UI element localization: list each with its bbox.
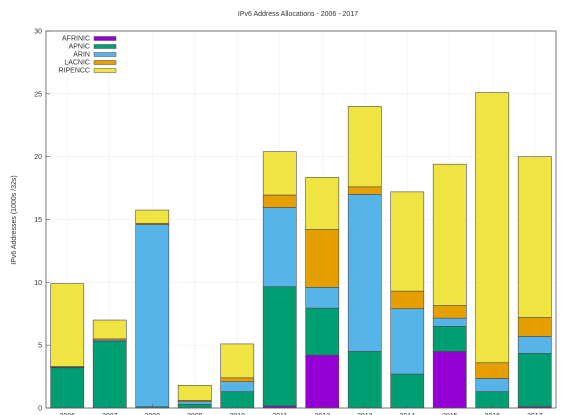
plot-border [45,30,557,409]
legend-swatch-arin [93,52,117,57]
bar-segment-apnic-2015 [432,326,467,352]
bar-segment-apnic-2011 [262,286,297,407]
legend-swatch-apnic [93,44,117,49]
bar-segment-arin-2014 [390,308,425,375]
x-tick-label: 2011 [272,413,287,415]
bar-segment-apnic-2012 [305,307,340,356]
bar-segment-arin-2012 [305,287,340,309]
bar-segment-lacnic-2013 [347,186,382,195]
bar-segment-ripencc-2015 [432,163,467,306]
bar-segment-lacnic-2017 [517,317,552,337]
bar-segment-arin-2010 [220,381,255,392]
bar-segment-ripencc-2007 [92,319,127,340]
bar-segment-arin-2011 [262,207,297,288]
chart-title: IPv6 Address Allocations - 2006 - 2017 [238,11,358,18]
bar-segment-arin-2017 [517,336,552,354]
bar-layer [50,92,552,409]
bar-segment-ripencc-2014 [390,191,425,292]
bar-segment-ripencc-2017 [517,156,552,318]
legend-swatch-afrinic [93,36,117,41]
x-tick-label: 2016 [484,413,500,415]
y-axis-label: IPv6 Addresses (1000s /32s) [11,175,18,265]
bar-segment-apnic-2013 [347,351,382,409]
y-tick-label: 10 [34,280,42,287]
y-tick-label: 30 [34,29,42,36]
legend-swatch-lacnic [93,60,117,65]
legend-label-lacnic: LACNIC [64,60,90,67]
y-tick-label: 0 [38,406,42,413]
bar-segment-lacnic-2011 [262,194,297,208]
x-tick-label: 2014 [399,413,415,415]
x-tick-label: 2008 [144,413,160,415]
x-tick-label: 2009 [187,413,203,415]
bar-segment-ripencc-2013 [347,106,382,188]
bar-segment-lacnic-2010 [220,377,255,382]
bar-segment-afrinic-2012 [305,354,340,409]
bar-segment-ripencc-2006 [50,283,85,367]
bar-segment-ripencc-2016 [475,92,510,364]
x-tick-label: 2015 [442,413,458,415]
legend-swatch-ripencc [93,68,117,73]
bar-segment-ripencc-2010 [220,343,255,379]
y-tick-label: 5 [38,343,42,350]
bar-segment-apnic-2007 [92,341,127,409]
bar-segment-arin-2013 [347,194,382,352]
bar-segment-lacnic-2016 [475,362,510,379]
axis-layer: 0 5 10 15 20 25 30 2006 2007 2008 2009 2010 2011 2012… [34,29,557,415]
x-tick-label: 2013 [357,413,373,415]
x-tick-label: 2017 [527,413,543,415]
bar-segment-apnic-2006 [50,367,85,409]
bar-segment-arin-2016 [475,378,510,392]
bar-segment-arin-2008 [135,224,170,408]
bar-segment-lacnic-2014 [390,290,425,310]
bar-segment-lacnic-2012 [305,229,340,288]
x-tick-label: 2007 [102,413,118,415]
x-tick-label: 2006 [59,413,75,415]
bar-segment-ripencc-2009 [177,385,212,401]
bar-segment-ripencc-2011 [262,151,297,196]
y-tick-label: 20 [34,154,42,161]
legend-label-ripencc: RIPENCC [58,68,90,75]
bar-segment-ripencc-2008 [135,209,170,224]
x-tick-label: 2012 [314,413,330,415]
legend-label-apnic: APNIC [69,44,90,51]
bar-segment-ripencc-2012 [305,177,340,230]
legend-label-arin: ARIN [73,52,90,59]
bar-segment-arin-2015 [432,317,467,327]
bar-segment-apnic-2014 [390,373,425,409]
bar-segment-arin-2009 [177,401,212,405]
x-tick-label: 2010 [229,413,245,415]
y-tick-label: 15 [34,217,42,224]
bar-segment-apnic-2017 [517,353,552,408]
bar-segment-lacnic-2015 [432,305,467,319]
y-tick-label: 25 [34,91,42,98]
bar-segment-afrinic-2015 [432,351,467,409]
legend-label-afrinic: AFRINIC [62,36,90,43]
